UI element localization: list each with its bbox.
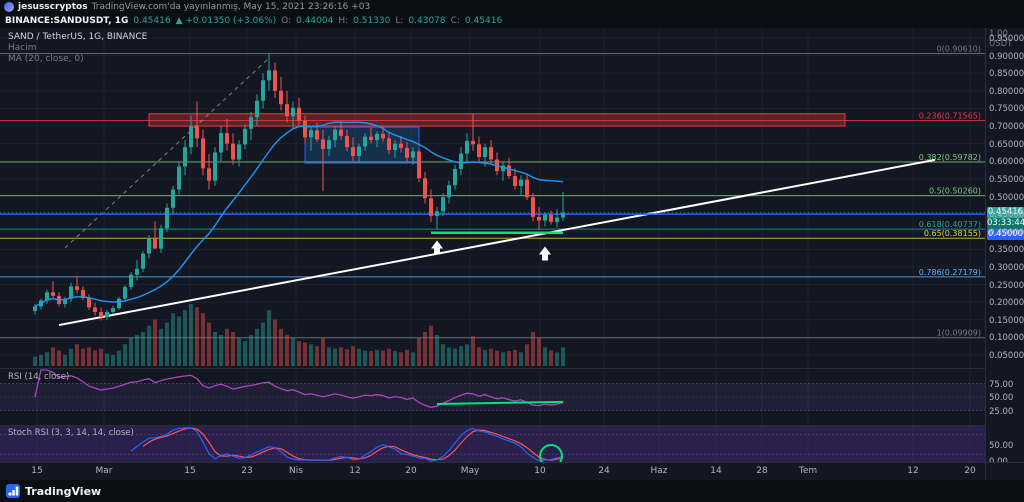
time-axis-label: Tem (798, 466, 818, 476)
open-value: 0.44004 (296, 16, 334, 26)
time-axis-label: 15 (31, 466, 43, 476)
fib-label: 0.618(0.40737) (919, 220, 981, 229)
low-label: L: (395, 16, 404, 26)
hline-price-badge: 0.45000 (987, 228, 1024, 240)
time-axis-label: 14 (710, 466, 722, 476)
time-axis-label: 28 (756, 466, 768, 476)
stoch-axis-label: 50.00 (989, 440, 1014, 451)
price-axis-label: 0.50000 (989, 192, 1024, 203)
fib-label: 0.236(0.71565) (919, 112, 981, 121)
rsi-axis-label: 75.00 (989, 379, 1014, 390)
symbol-name[interactable]: BINANCE:SANDUSDT, 1G (5, 16, 129, 26)
fib-label: 1(0.09909) (937, 329, 981, 338)
price-axis-label: 0.15000 (989, 315, 1024, 326)
chart-canvas[interactable]: 0(0.90610) 0.236(0.71565) 0.382(0.59782) 0.… (0, 28, 985, 462)
rsi-line (34, 369, 564, 408)
price-axis-label: 0.75000 (989, 104, 1024, 115)
stoch-d-line (142, 427, 564, 461)
price-axis-label: 0.10000 (989, 333, 1024, 344)
time-axis-label: Mar (95, 466, 113, 476)
axis-corner (985, 462, 1024, 481)
time-axis-label: 24 (598, 466, 610, 476)
time-axis-label: 15 (184, 466, 196, 476)
price-axis-unit: 1.00 USDT (989, 29, 1013, 49)
dashed-trendline (64, 57, 270, 249)
price-axis-label: 0.85000 (989, 69, 1024, 80)
chart-area: 0(0.90610) 0.236(0.71565) 0.382(0.59782) 0.… (0, 28, 985, 462)
time-axis[interactable]: 15 Mar 15 23 Nis 12 20 May 10 24 Haz 14 28 Tem 12 20 (0, 462, 985, 481)
countdown-badge: 03:33:44 (987, 217, 1024, 229)
price-axis-label: 0.05000 (989, 351, 1024, 361)
time-axis-label: Haz (650, 466, 668, 476)
price-axis-label: 0.60000 (989, 157, 1024, 168)
up-arrow-marker (539, 246, 551, 261)
rsi-axis-label: 25.00 (989, 406, 1014, 417)
up-arrow-marker (431, 240, 443, 255)
publish-info-bar: jesusscryptos TradingView.com'da yayınla… (0, 0, 1024, 14)
tradingview-logo[interactable] (6, 484, 20, 498)
rsi-axis-label: 50.00 (989, 393, 1014, 403)
close-label: C: (450, 16, 460, 26)
price-axis-label: 0.35000 (989, 245, 1024, 256)
last-price-badge: 0.45416 (987, 206, 1024, 218)
high-value: 0.51330 (353, 16, 391, 26)
symbol-info-bar: BINANCE:SANDUSDT, 1G 0.45416 ▲ +0.01350 … (0, 14, 1024, 28)
price-axis-label: 0.30000 (989, 262, 1024, 273)
rsi-divergence-segment (436, 400, 564, 406)
price-axis-label: 0.55000 (989, 174, 1024, 185)
close-value: 0.45416 (464, 16, 503, 26)
time-axis-label: May (460, 466, 480, 476)
stoch-k-line (130, 427, 564, 462)
time-axis-label: 20 (964, 466, 976, 476)
last-price: 0.45416 (133, 16, 171, 26)
fib-label: 0(0.90610) (937, 44, 981, 53)
ascending-trendline (58, 158, 936, 327)
stoch-highlight-circle (539, 444, 563, 462)
ma-line (34, 121, 564, 308)
price-axis-label: 0.40000 (989, 227, 1024, 238)
publisher-name[interactable]: jesusscryptos (18, 2, 88, 12)
price-axis-label: 0.95000 (989, 34, 1024, 44)
fib-label: 0.5(0.50260) (929, 187, 981, 196)
fib-label: 0.382(0.59782) (919, 153, 981, 162)
low-value: 0.43078 (408, 16, 446, 26)
footer-bar: TradingView (0, 480, 1024, 502)
resistance-zone (148, 113, 846, 127)
open-label: O: (281, 16, 292, 26)
brand-name: TradingView (25, 484, 102, 498)
price-axis[interactable]: 1.00 USDT 0.45416 03:33:44 0.45000 0.950… (985, 28, 1024, 467)
publish-text: TradingView.com'da yayınlanmış, May 15, … (91, 2, 371, 12)
price-axis-label: 0.80000 (989, 86, 1024, 97)
price-axis-label: 0.45000 (989, 210, 1024, 221)
fib-label: 0.65(0.38155) (924, 229, 981, 238)
price-axis-label: 0.70000 (989, 122, 1024, 133)
time-axis-label: 20 (405, 466, 417, 476)
price-axis-label: 0.25000 (989, 280, 1024, 291)
price-axis-label: 0.20000 (989, 298, 1024, 309)
fib-label: 0.786(0.27179) (919, 268, 981, 277)
price-axis-label: 0.65000 (989, 139, 1024, 150)
time-axis-label: 12 (907, 466, 919, 476)
time-axis-label: 12 (349, 466, 361, 476)
time-axis-label: 10 (534, 466, 546, 476)
price-axis-label: 0.90000 (989, 51, 1024, 62)
avatar[interactable] (4, 2, 14, 12)
time-axis-label: Nis (289, 466, 303, 476)
high-label: H: (338, 16, 349, 26)
time-axis-label: 23 (241, 466, 253, 476)
price-change: ▲ +0.01350 (+3.06%) (175, 16, 277, 26)
